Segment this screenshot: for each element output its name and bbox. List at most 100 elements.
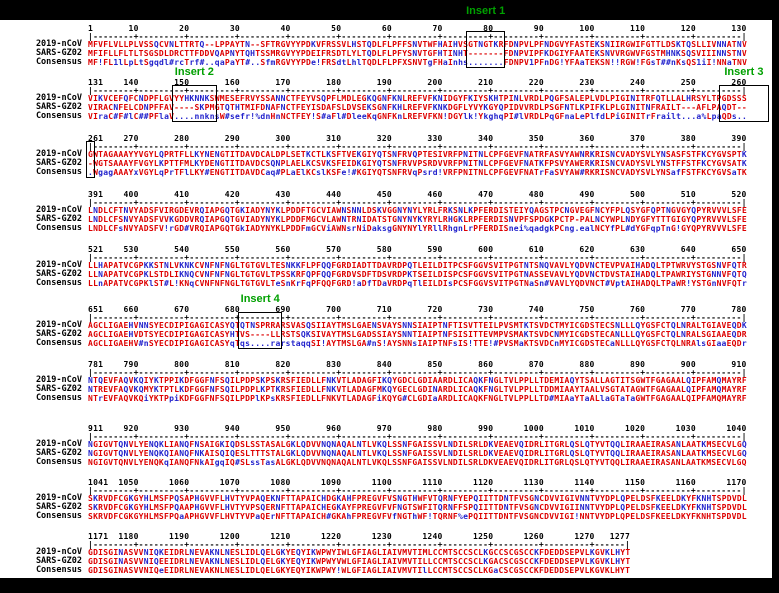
ruler-number: 1100: [371, 478, 392, 487]
ruler-number: 250: [680, 78, 696, 87]
sequence-row-ncov: AGCLIGAEHVNNSYECDIPIGAGICASYQTQTNSPRRARS…: [88, 321, 747, 330]
ruler-number: 660: [123, 305, 139, 314]
ruler-number: 1180: [118, 532, 139, 541]
ruler-number: 380: [680, 134, 696, 143]
ruler-number: 740: [528, 305, 544, 314]
ruler-number: 690: [275, 305, 291, 314]
sequence-row-gz02: AGCLIGAEHVDTSYECDIPIGAGICASYHTVS----LLRS…: [88, 330, 747, 339]
ruler-number: 1250: [473, 532, 494, 541]
ruler-number: 900: [680, 360, 696, 369]
ruler-number: 710: [376, 305, 392, 314]
ruler-number: 650: [731, 245, 747, 254]
alignment-block: 131 140 150 160 170 180 190 200 210 220 230 240 250 2…: [0, 78, 779, 123]
ruler-number: 521: [88, 245, 104, 254]
ruler-number: 830: [326, 360, 342, 369]
ruler-number: 210: [478, 78, 494, 87]
row-label-gz02: SARS-GZ02: [35, 48, 82, 58]
sequence-row-consensus: .WgagAAAYxVGYLqPrTFlLKY#ENGTITDAVDCaq#PL…: [88, 168, 747, 177]
ruler-number: 800: [174, 360, 190, 369]
ruler-number: 610: [528, 245, 544, 254]
ruler-number: 1171: [88, 532, 109, 541]
row-label-ncov: 2019-nCoV: [35, 149, 82, 159]
sequence-row-ncov: NTQEVFAQVKQIYKTPPIKDFGGFNFSQILPDPSKPSKRS…: [88, 376, 747, 385]
ruler-tick-row: |--------+---------+---------+---------+…: [88, 253, 747, 262]
ruler-number: 450: [376, 190, 392, 199]
ruler-number: 870: [528, 360, 544, 369]
ruler-number: 30: [229, 24, 240, 33]
row-label-consensus: Consensus: [35, 457, 82, 467]
ruler-number: 370: [630, 134, 646, 143]
ruler-number: 580: [376, 245, 392, 254]
ruler-number: 1050: [118, 478, 139, 487]
ruler-tick-row: |--------+---------+---------+---------+…: [88, 368, 747, 377]
row-label-gz02: SARS-GZ02: [35, 329, 82, 339]
ruler-tick-row: |--------+---------+---------+---------+…: [88, 313, 747, 322]
ruler-number: 780: [731, 305, 747, 314]
ruler-number: 470: [478, 190, 494, 199]
insert-label-4: Insert 4: [240, 293, 280, 305]
ruler-number: 1130: [523, 478, 544, 487]
ruler-row: 131 140 150 160 170 180 190 200 210 220 230 240 250 2…: [88, 78, 767, 87]
ruler-tick-row: |--------+---------+---------+---------+…: [88, 486, 747, 495]
ruler-number: 680: [224, 305, 240, 314]
ruler-number: 260: [731, 78, 747, 87]
ruler-number: 1170: [726, 478, 747, 487]
ruler-number: 790: [123, 360, 139, 369]
ruler-tick-row: |--------+---------+---------+---------+…: [88, 142, 747, 151]
row-label-consensus: Consensus: [35, 111, 82, 121]
ruler-number: 190: [376, 78, 392, 87]
row-label-ncov: 2019-nCoV: [35, 439, 82, 449]
ruler-number: 810: [224, 360, 240, 369]
alignment-block: 521 530 540 550 560 570 580 590 600 610 620 630 640 6…: [0, 245, 779, 290]
ruler-number: 1120: [473, 478, 494, 487]
ruler-number: 460: [427, 190, 443, 199]
ruler-number: 750: [579, 305, 595, 314]
row-label-consensus: Consensus: [35, 511, 82, 521]
ruler-number: 1260: [523, 532, 544, 541]
ruler-number: 480: [528, 190, 544, 199]
ruler-number: 510: [680, 190, 696, 199]
ruler-row: 781 790 800 810 820 830 840 850 860 870 880 890 900 9…: [88, 360, 767, 369]
ruler-number: 80: [483, 24, 494, 33]
ruler-number: 261: [88, 134, 104, 143]
ruler-number: 1060: [169, 478, 190, 487]
row-label-ncov: 2019-nCoV: [35, 39, 82, 49]
row-label-consensus: Consensus: [35, 278, 82, 288]
row-label-gz02: SARS-GZ02: [35, 502, 82, 512]
ruler-number: 850: [427, 360, 443, 369]
ruler-number: 1030: [675, 424, 696, 433]
ruler-number: 240: [630, 78, 646, 87]
ruler-number: 640: [680, 245, 696, 254]
ruler-number: 400: [123, 190, 139, 199]
ruler-number: 391: [88, 190, 104, 199]
ruler-number: 1270: [574, 532, 595, 541]
ruler-number: 670: [174, 305, 190, 314]
sequence-row-ncov: LLHAPATVCGPKKSTNLVKNKCVNFNFNGLTGTGVLTESN…: [88, 261, 747, 270]
sequence-row-gz02: GDISGINASVVNIQEEIDRLNEVAKNLNESLIDLQELGKY…: [88, 557, 631, 566]
ruler-number: 1200: [219, 532, 240, 541]
alignment-block: 1 10 20 30 40 50 60 70 80 90 100 110 120 130 |--------…: [0, 24, 779, 69]
row-label-gz02: SARS-GZ02: [35, 448, 82, 458]
ruler-number: 1220: [321, 532, 342, 541]
ruler-row: 521 530 540 550 560 570 580 590 600 610 620 630 640 6…: [88, 245, 767, 254]
row-label-consensus: Consensus: [35, 393, 82, 403]
row-label-gz02: SARS-GZ02: [35, 384, 82, 394]
row-label-ncov: 2019-nCoV: [35, 547, 82, 557]
ruler-number: 320: [376, 134, 392, 143]
ruler-number: 1000: [523, 424, 544, 433]
sequence-row-ncov: GDISGINASVVNIQKEIDRLNEVAKNLNESLIDLQELGKY…: [88, 548, 631, 557]
sequence-row-gz02: LLNAPATVCGPKLSTDLIKNQCVNFNFNGLTGTGVLTPSS…: [88, 270, 747, 279]
ruler-number: 530: [123, 245, 139, 254]
ruler-number: 550: [224, 245, 240, 254]
ruler-number: 70: [432, 24, 443, 33]
ruler-number: 1277: [609, 532, 631, 541]
ruler-number: 820: [275, 360, 291, 369]
sequence-row-gz02: -WGTSAAAYFVGYLKPTTFMLKYDENGTITDAVDCSQNPL…: [88, 159, 747, 168]
ruler-number: 1080: [270, 478, 291, 487]
sequence-row-consensus: AGCLIGAEHV#nSYECDIPIGAGICASYqTqs....rars…: [88, 339, 747, 348]
ruler-number: 130: [731, 24, 747, 33]
ruler-number: 131: [88, 78, 104, 87]
sequence-row-consensus: GDISGINASVVNIQeEIDRLNEVAKNLNESLIDLQELGKY…: [88, 566, 631, 575]
ruler-number: 340: [478, 134, 494, 143]
